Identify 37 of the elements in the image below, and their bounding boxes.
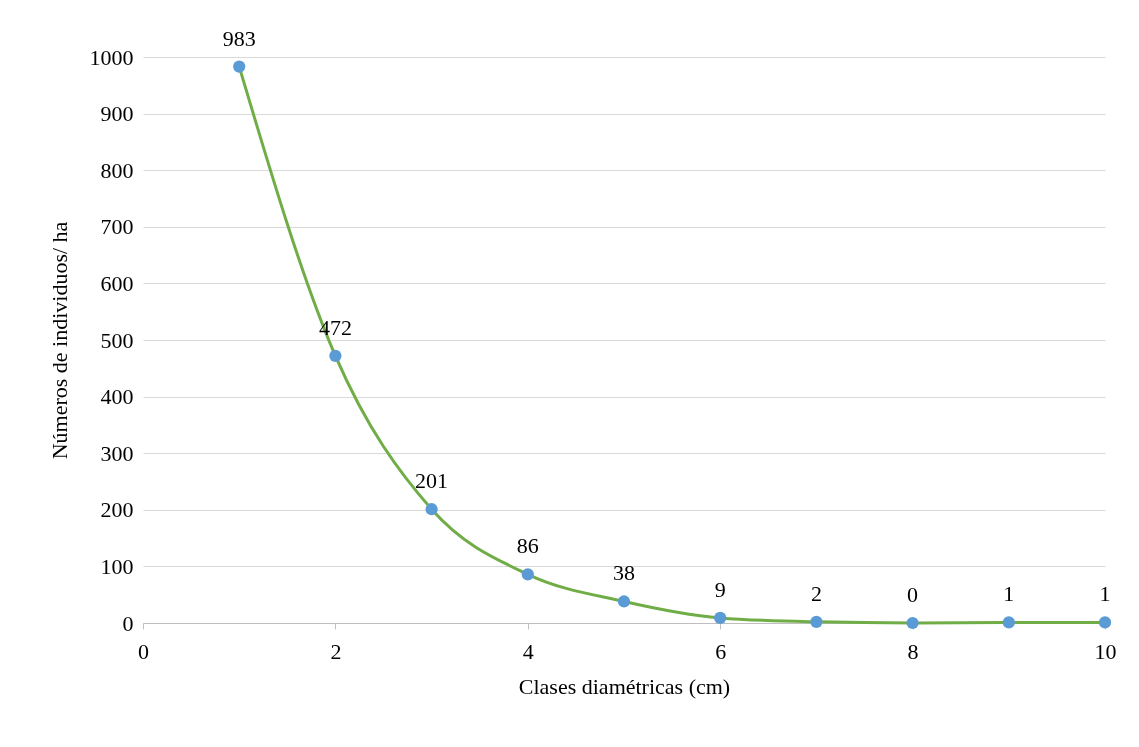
data-label: 86 xyxy=(516,533,539,559)
data-label: 38 xyxy=(613,560,635,586)
data-label: 9 xyxy=(714,576,726,602)
point xyxy=(810,615,823,628)
y-tick-label: 200 xyxy=(100,497,134,523)
y-tick-label: 800 xyxy=(100,157,134,183)
y-tick-label: 500 xyxy=(100,327,134,353)
point xyxy=(1002,616,1015,629)
point xyxy=(1098,616,1112,629)
x-tick-label: 4 xyxy=(522,638,534,664)
data-label: 1 xyxy=(1099,581,1111,607)
y-tick-label: 1000 xyxy=(89,44,134,70)
data-label: 0 xyxy=(907,582,919,607)
point xyxy=(617,595,631,608)
point xyxy=(329,349,342,362)
x-tick-label: 10 xyxy=(1094,638,1117,664)
y-tick-label: 300 xyxy=(100,440,134,466)
x-tick-label: 8 xyxy=(907,638,919,664)
y-tick-label: 400 xyxy=(100,384,134,410)
point xyxy=(521,568,534,581)
x-tick-label: 2 xyxy=(330,638,342,664)
y-tick-label: 900 xyxy=(100,101,134,127)
y-tick-label: 700 xyxy=(100,214,134,240)
x-axis-title: Clases diamétricas (cm) xyxy=(518,673,731,699)
point xyxy=(233,60,246,73)
data-label: 983 xyxy=(222,25,256,51)
point xyxy=(714,611,727,625)
point xyxy=(906,616,919,630)
data-label: 1 xyxy=(1003,581,1015,607)
y-tick-label: 0 xyxy=(122,610,134,636)
x-tick-label: 6 xyxy=(715,638,727,664)
y-axis-title: Números de individuos/ ha xyxy=(46,221,72,460)
data-label: 2 xyxy=(810,580,822,606)
point xyxy=(425,503,438,516)
data-label: 201 xyxy=(415,468,449,494)
y-tick-label: 600 xyxy=(100,270,134,296)
y-tick-label: 100 xyxy=(100,553,134,579)
